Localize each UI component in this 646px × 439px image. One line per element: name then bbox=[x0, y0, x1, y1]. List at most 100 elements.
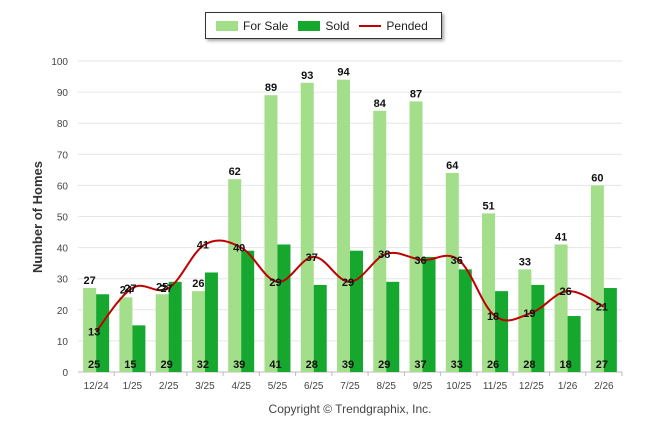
sold-value-label: 18 bbox=[559, 359, 571, 371]
x-tick-label: 12/25 bbox=[519, 381, 544, 392]
for-sale-bar bbox=[409, 101, 423, 373]
pended-value-label: 38 bbox=[378, 249, 390, 261]
x-tick-label: 1/26 bbox=[558, 381, 578, 392]
sold-value-label: 28 bbox=[523, 359, 535, 371]
for-sale-bar bbox=[554, 244, 568, 372]
pended-line-path bbox=[95, 239, 605, 333]
pended-value-label: 36 bbox=[414, 255, 426, 267]
sold-value-label: 28 bbox=[306, 359, 318, 371]
pended-value-label: 40 bbox=[233, 243, 245, 255]
pended-value-label: 13 bbox=[88, 327, 100, 339]
sold-value-label: 39 bbox=[233, 359, 245, 371]
sold-bar bbox=[277, 244, 291, 372]
sold-value-label: 41 bbox=[269, 359, 281, 371]
pended-value-label: 29 bbox=[342, 277, 354, 289]
pended-value-label: 37 bbox=[306, 252, 318, 264]
x-tick-label: 7/25 bbox=[340, 381, 360, 392]
pended-value-label: 18 bbox=[487, 311, 499, 323]
legend-item-sold[interactable]: Sold bbox=[298, 19, 349, 33]
for-sale-bar bbox=[373, 110, 387, 372]
y-tick-label: 90 bbox=[57, 88, 69, 99]
for-sale-value-label: 84 bbox=[374, 98, 387, 110]
x-tick-label: 2/25 bbox=[159, 381, 179, 392]
for-sale-value-label: 62 bbox=[229, 166, 241, 178]
sold-value-label: 27 bbox=[596, 359, 608, 371]
sold-value-label: 39 bbox=[342, 359, 354, 371]
sold-value-label: 25 bbox=[88, 359, 100, 371]
for-sale-bar bbox=[482, 213, 496, 372]
for-sale-value-label: 33 bbox=[519, 256, 531, 268]
for-sale-swatch bbox=[216, 20, 238, 31]
x-tick-label: 2/26 bbox=[594, 381, 614, 392]
pended-value-label: 27 bbox=[124, 283, 136, 295]
for-sale-bar bbox=[264, 95, 278, 373]
y-tick-label: 60 bbox=[57, 181, 69, 192]
sold-bar bbox=[96, 294, 110, 372]
x-tick-label: 4/25 bbox=[231, 381, 251, 392]
pended-value-label: 41 bbox=[197, 239, 209, 251]
for-sale-bar bbox=[337, 79, 350, 372]
sold-bar bbox=[458, 269, 472, 372]
x-tick-label: 11/25 bbox=[483, 381, 508, 392]
sold-bar bbox=[603, 288, 617, 372]
sold-bar bbox=[567, 316, 581, 372]
for-sale-bar bbox=[83, 288, 97, 372]
pended-value-label: 29 bbox=[269, 277, 281, 289]
legend-item-for-sale[interactable]: For Sale bbox=[216, 19, 288, 33]
y-tick-label: 50 bbox=[57, 213, 69, 224]
legend-item-pended[interactable]: Pended bbox=[359, 19, 428, 33]
sold-value-label: 33 bbox=[451, 359, 463, 371]
x-tick-label: 9/25 bbox=[413, 381, 433, 392]
bars bbox=[83, 79, 617, 373]
sold-bar bbox=[350, 250, 363, 372]
sold-value-label: 37 bbox=[414, 359, 426, 371]
x-tick-label: 8/25 bbox=[377, 381, 397, 392]
y-axis-title: Number of Homes bbox=[30, 161, 45, 273]
pended-swatch bbox=[359, 24, 382, 27]
legend: For Sale Sold Pended bbox=[205, 12, 442, 39]
y-tick-label: 0 bbox=[62, 368, 68, 379]
sold-value-label: 26 bbox=[487, 359, 499, 371]
y-tick-label: 20 bbox=[57, 306, 69, 317]
for-sale-value-label: 93 bbox=[301, 70, 313, 82]
sold-bar bbox=[313, 284, 327, 372]
pended-line bbox=[95, 239, 605, 333]
sold-bar bbox=[386, 281, 400, 372]
pended-value-label: 36 bbox=[451, 255, 463, 267]
for-sale-value-label: 27 bbox=[84, 275, 96, 287]
legend-label-for-sale: For Sale bbox=[243, 18, 289, 33]
for-sale-value-label: 89 bbox=[265, 82, 277, 94]
x-tick-label: 1/25 bbox=[123, 381, 143, 392]
y-tick-label: 70 bbox=[57, 150, 69, 161]
x-tick-label: 3/25 bbox=[195, 381, 215, 392]
for-sale-bar bbox=[119, 297, 133, 372]
for-sale-bar bbox=[518, 269, 532, 372]
y-tick-label: 40 bbox=[57, 244, 69, 255]
for-sale-value-label: 25 bbox=[156, 281, 168, 293]
sold-value-label: 29 bbox=[161, 359, 173, 371]
pended-value-label: 21 bbox=[596, 302, 608, 314]
sold-value-label: 32 bbox=[197, 359, 209, 371]
sold-bar bbox=[495, 291, 509, 372]
x-tick-label: 5/25 bbox=[268, 381, 288, 392]
for-sale-bar bbox=[155, 294, 169, 372]
x-tick-label: 12/24 bbox=[84, 381, 109, 392]
y-tick-label: 100 bbox=[51, 57, 68, 68]
x-tick-label: 10/25 bbox=[446, 381, 471, 392]
for-sale-value-label: 64 bbox=[446, 160, 459, 172]
sold-bar bbox=[204, 272, 218, 372]
sold-bar bbox=[168, 281, 182, 372]
for-sale-bar bbox=[300, 82, 314, 373]
for-sale-value-label: 87 bbox=[410, 88, 422, 100]
y-tick-label: 30 bbox=[57, 275, 69, 286]
sold-bar bbox=[132, 325, 146, 372]
sold-bar bbox=[241, 250, 255, 372]
for-sale-value-label: 41 bbox=[555, 231, 567, 243]
sold-bar bbox=[422, 256, 436, 372]
y-tick-label: 10 bbox=[57, 337, 69, 348]
for-sale-value-label: 24 bbox=[120, 284, 133, 296]
sold-value-label: 15 bbox=[124, 359, 136, 371]
